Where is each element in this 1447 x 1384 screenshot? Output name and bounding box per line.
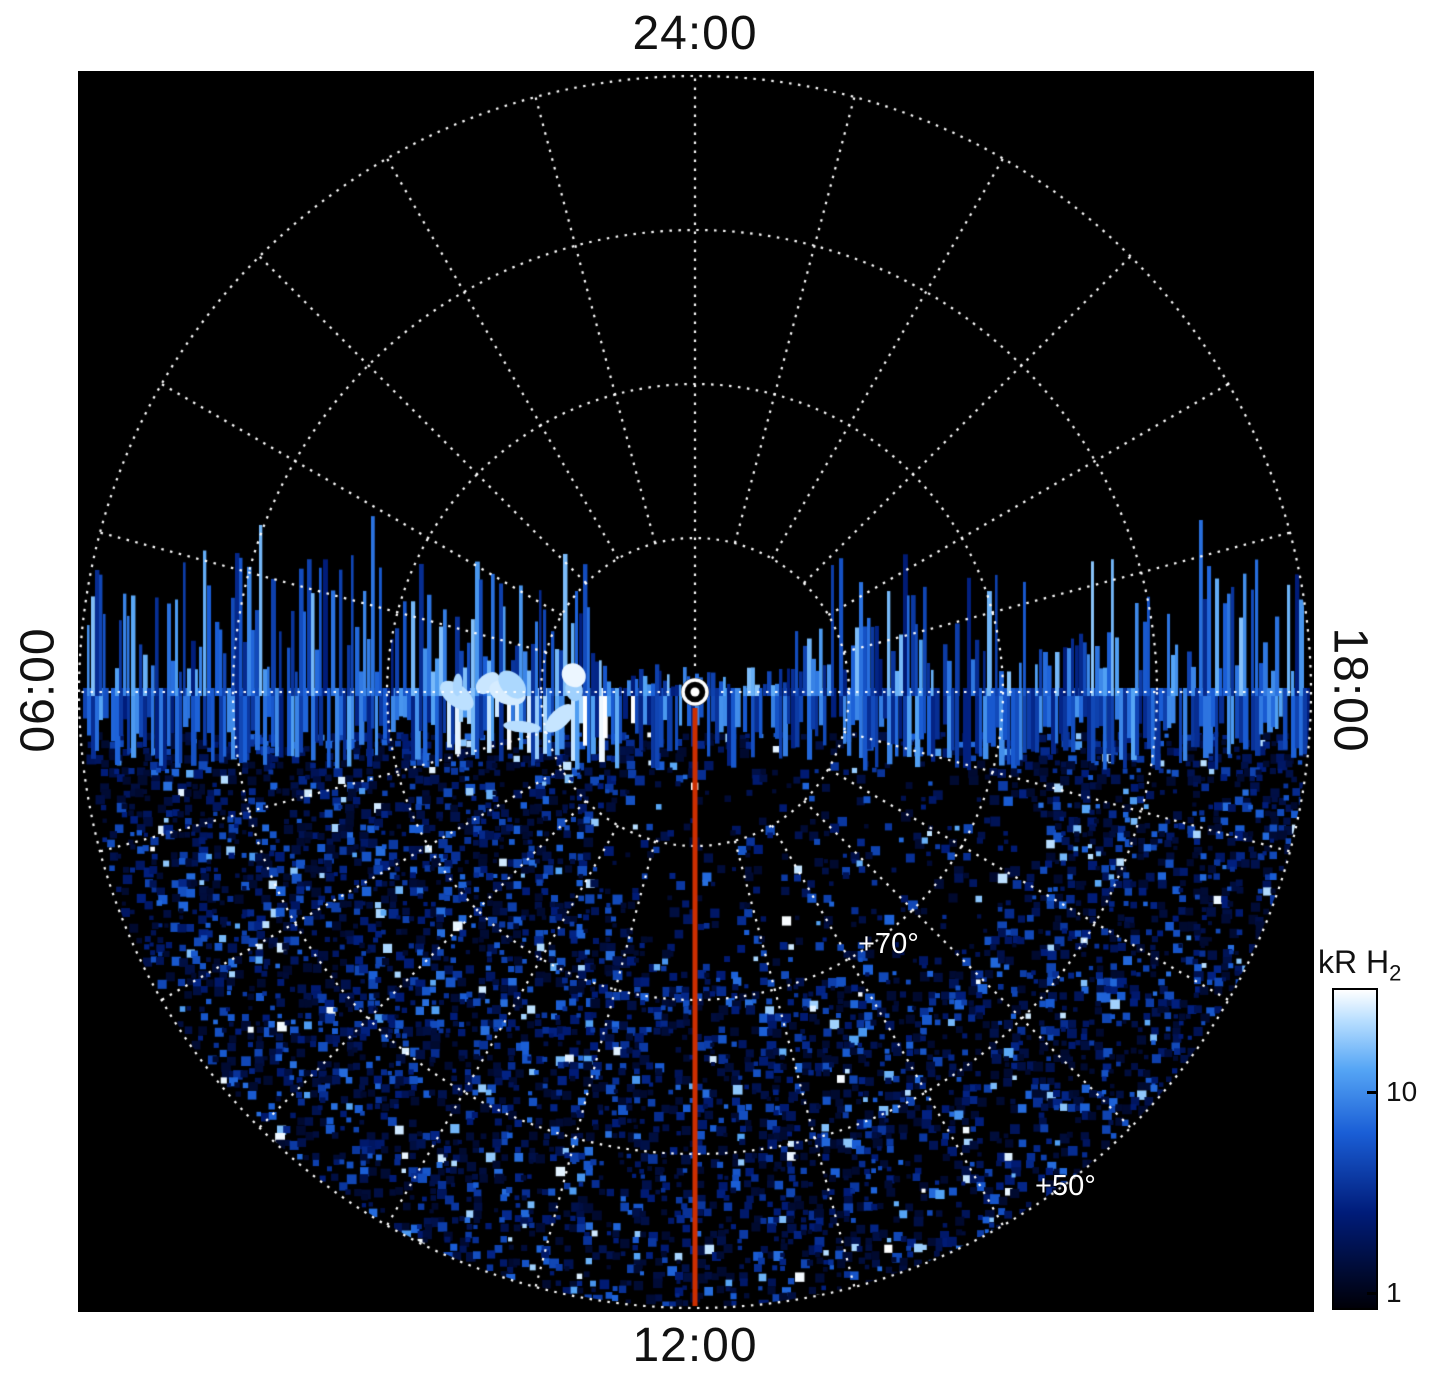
local-time-label-1800: 18:00 [1323, 627, 1377, 753]
local-time-label-1200: 12:00 [632, 1319, 758, 1372]
colorbar-tick-1 [1367, 1292, 1376, 1295]
polar-plot [78, 71, 1314, 1312]
colorbar-title-main: kR H [1318, 944, 1390, 980]
colorbar-tick-label-10: 10 [1386, 1076, 1418, 1107]
latitude-ring-label-70: +70° [858, 928, 919, 960]
colorbar-title: kR H2 [1318, 944, 1401, 986]
latitude-ring-label-50: +50° [1035, 1170, 1096, 1202]
colorbar-title-sub: 2 [1389, 960, 1402, 986]
local-time-label-0600: 06:00 [11, 627, 65, 753]
polar-plot-canvas [78, 71, 1314, 1312]
colorbar-tick-10 [1367, 1091, 1376, 1094]
local-time-label-2400: 24:00 [632, 7, 758, 60]
colorbar [1332, 988, 1378, 1310]
colorbar-tick-label-1: 1 [1386, 1277, 1402, 1308]
